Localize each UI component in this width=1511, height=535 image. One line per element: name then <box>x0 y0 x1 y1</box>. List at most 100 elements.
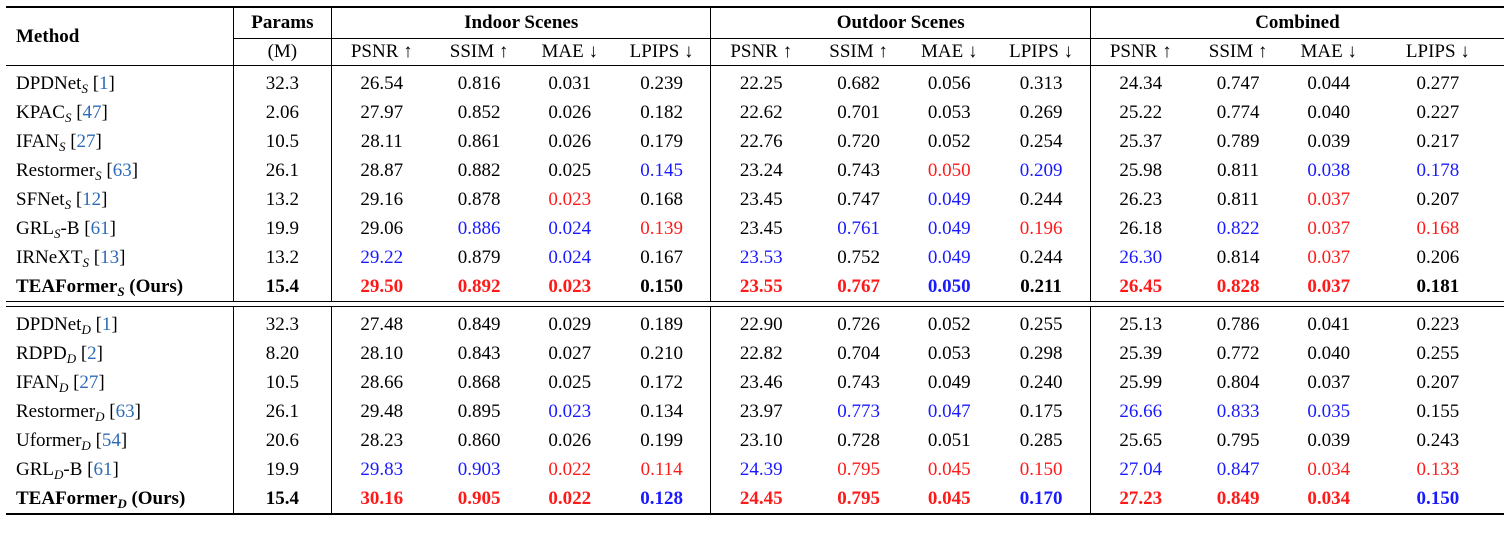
metric-value-cell: 0.170 <box>1019 488 1063 509</box>
method-name: TEAFormer <box>16 488 118 509</box>
metric-value-cell: 0.847 <box>1216 459 1260 480</box>
metric-value-cell: 27.04 <box>1089 455 1191 484</box>
metric-value-cell: 25.13 <box>1089 306 1191 339</box>
metric-value-cell: 0.182 <box>640 102 683 123</box>
metric-value-cell: 0.168 <box>640 189 683 210</box>
metric-value-cell: 29.06 <box>330 214 432 243</box>
metric-value-cell: 0.833 <box>1216 401 1260 422</box>
metric-value-cell: 0.822 <box>1216 218 1260 239</box>
metric-value-cell: 29.22 <box>330 243 432 272</box>
citation-link[interactable]: 27 <box>79 372 99 393</box>
method-name: IRNeXT <box>16 247 83 268</box>
metric-value-cell: 0.786 <box>1216 314 1260 335</box>
metric-value-cell: 0.728 <box>837 430 880 451</box>
metric-value-cell: 0.255 <box>1416 343 1460 364</box>
metric-value-cell: 25.99 <box>1089 368 1191 397</box>
metric-value-cell: 23.46 <box>710 368 812 397</box>
metric-value-cell: 23.97 <box>710 397 812 426</box>
method-name: IFAN <box>16 131 59 152</box>
metric-value-cell: 0.774 <box>1216 102 1260 123</box>
citation-link[interactable]: 27 <box>76 131 96 152</box>
method-name-cell: IFANS [27] <box>16 131 102 154</box>
metric-value-cell: 0.701 <box>837 102 880 123</box>
metric-value-cell: 0.049 <box>927 247 971 268</box>
metric-value-cell: 23.45 <box>710 214 812 243</box>
metric-value-cell: 0.050 <box>927 276 971 297</box>
params-cell: 26.1 <box>232 397 332 426</box>
metric-value-cell: 0.167 <box>640 247 683 268</box>
metric-value-cell: 0.023 <box>548 189 592 210</box>
citation-link[interactable]: 12 <box>82 189 102 210</box>
method-name: Restormer <box>16 160 96 181</box>
citation-link[interactable]: 47 <box>82 102 102 123</box>
group-header-combined: Combined <box>1089 8 1504 39</box>
metric-value-cell: 0.150 <box>640 276 683 297</box>
metric-value-cell: 0.206 <box>1416 247 1460 268</box>
metric-value-cell: 0.879 <box>457 247 501 268</box>
citation-link[interactable]: 1 <box>99 73 109 94</box>
method-subscript: S <box>54 226 61 241</box>
metric-value-cell: 0.244 <box>1019 189 1063 210</box>
metric-value-cell: 0.051 <box>927 430 971 451</box>
metric-value-cell: 0.285 <box>1019 430 1063 451</box>
metric-value-cell: 0.044 <box>1307 73 1351 94</box>
method-name: IFAN <box>16 372 59 393</box>
citation-link[interactable]: 61 <box>90 218 110 239</box>
method-name-cell: RestormerS [63] <box>16 160 139 183</box>
params-cell: 10.5 <box>232 368 332 397</box>
metric-value-cell: 0.199 <box>640 430 683 451</box>
metric-value-cell: 0.179 <box>640 131 683 152</box>
metric-value-cell: 26.66 <box>1089 397 1191 426</box>
table-row: DPDNetS [1] 32.3 26.54 0.816 0.031 0.239 22.25… <box>6 66 1504 98</box>
metric-value-cell: 0.882 <box>457 160 501 181</box>
method-name-cell: GRLS-B [61] <box>16 218 116 241</box>
metric-value-cell: 0.223 <box>1416 314 1460 335</box>
citation-link[interactable]: 54 <box>101 430 121 451</box>
method-name: Restormer <box>16 401 96 422</box>
metric-value-cell: 0.114 <box>640 459 683 480</box>
metric-value-cell: 0.682 <box>837 73 880 94</box>
params-cell: 15.4 <box>232 484 332 513</box>
citation-link[interactable]: 13 <box>100 247 120 268</box>
metric-value-cell: 0.210 <box>640 343 683 364</box>
metric-value-cell: 29.83 <box>330 455 432 484</box>
metric-value-cell: 0.804 <box>1216 372 1260 393</box>
results-table: Method Params Indoor Scenes Outdoor Scen… <box>6 6 1504 515</box>
metric-value-cell: 0.211 <box>1020 276 1062 297</box>
metric-value-cell: 23.53 <box>710 243 812 272</box>
metric-value-cell: 0.772 <box>1216 343 1260 364</box>
method-name-cell: IFAND [27] <box>16 372 105 395</box>
params-unit: (M) <box>232 38 332 66</box>
table-row: UformerD [54] 20.6 28.23 0.860 0.026 0.199 23.… <box>6 426 1504 455</box>
results-table-container: Method Params Indoor Scenes Outdoor Scen… <box>6 6 1504 515</box>
params-header: Params <box>232 8 332 39</box>
metric-value-cell: 0.240 <box>1019 372 1063 393</box>
method-suffix: -B <box>63 459 83 480</box>
citation-link[interactable]: 61 <box>93 459 113 480</box>
citation-link[interactable]: 1 <box>101 314 112 335</box>
method-name-cell: DPDNetD [1] <box>16 314 118 337</box>
metric-value-cell: 0.047 <box>927 401 971 422</box>
metric-value-cell: 24.45 <box>710 484 812 513</box>
params-cell: 32.3 <box>232 306 332 339</box>
metric-value-cell: 0.189 <box>640 314 683 335</box>
table-row: GRLS-B [61] 19.9 29.06 0.886 0.024 0.139 23.45… <box>6 214 1504 243</box>
metric-value-cell: 0.720 <box>837 131 880 152</box>
metric-value-cell: 0.049 <box>927 372 971 393</box>
metric-value-cell: 27.23 <box>1089 484 1191 513</box>
metric-value-cell: 0.217 <box>1416 131 1460 152</box>
metric-value-cell: 0.037 <box>1307 276 1351 297</box>
metric-value-cell: 0.155 <box>1416 401 1460 422</box>
metric-value-cell: 0.150 <box>1019 459 1063 480</box>
citation-link[interactable]: 63 <box>112 160 132 181</box>
metric-value-cell: 0.025 <box>548 160 592 181</box>
metric-value-cell: 0.168 <box>1416 218 1460 239</box>
citation-link[interactable]: 2 <box>87 343 97 364</box>
metric-header: MAE ↓ <box>906 38 993 66</box>
metric-value-cell: 23.10 <box>710 426 812 455</box>
method-subscript: D <box>117 496 127 511</box>
citation-link[interactable]: 63 <box>115 401 135 422</box>
metric-header: LPIPS ↓ <box>1371 38 1504 66</box>
metric-value-cell: 0.852 <box>457 102 501 123</box>
metric-value-cell: 26.54 <box>330 66 432 98</box>
